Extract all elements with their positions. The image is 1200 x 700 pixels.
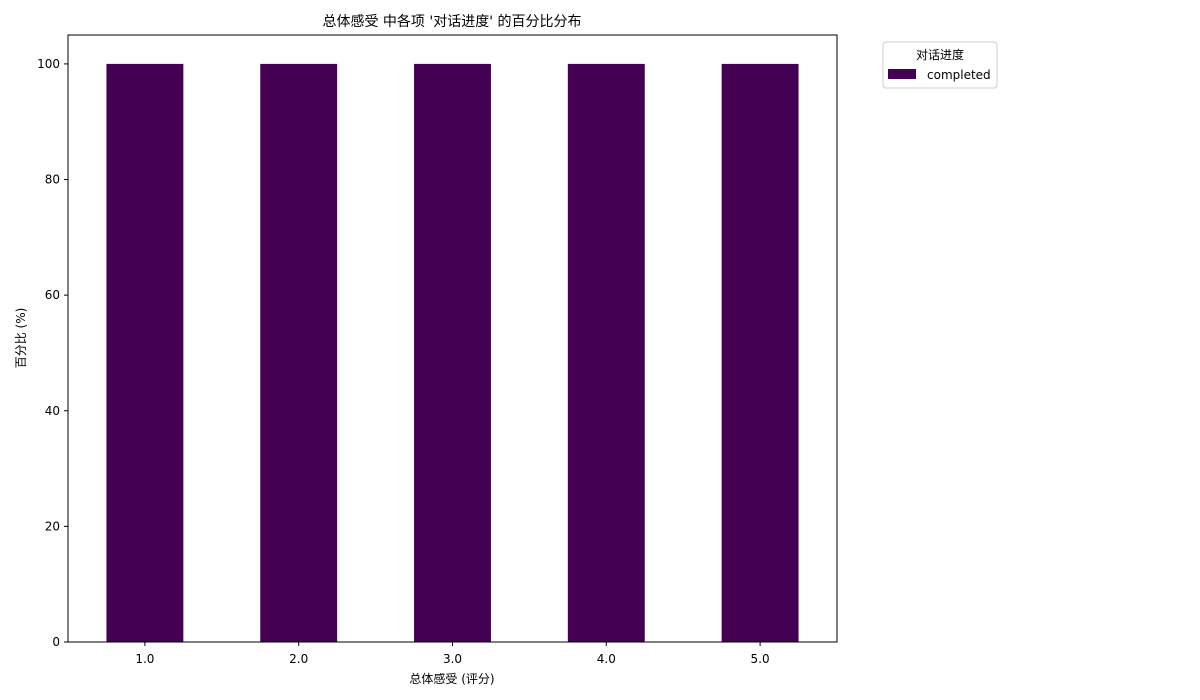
legend-items: completed	[888, 68, 991, 82]
y-tick-label: 100	[37, 57, 60, 71]
x-axis-ticks: 1.0 2.0 3.0 4.0 5.0	[135, 642, 770, 666]
y-tick-label: 80	[45, 173, 60, 187]
x-tick-label: 2.0	[289, 652, 308, 666]
y-tick-label: 60	[45, 288, 60, 302]
plot-area-frame	[67, 34, 838, 643]
y-axis-label: 百分比 (%)	[14, 308, 28, 369]
bar-completed-1.0	[106, 63, 184, 642]
bar-completed-5.0	[721, 63, 799, 642]
x-tick-label: 1.0	[135, 652, 154, 666]
bars-group	[106, 63, 799, 642]
x-tick-label: 5.0	[751, 652, 770, 666]
bar-completed-4.0	[567, 63, 645, 642]
legend-label: completed	[927, 68, 991, 82]
y-axis-ticks: 0 20 40 60 80 100	[37, 57, 68, 649]
x-tick-label: 4.0	[597, 652, 616, 666]
y-tick-label: 40	[45, 404, 60, 418]
legend: 对话进度 completed	[882, 41, 998, 89]
bar-completed-2.0	[260, 63, 338, 642]
x-tick-label: 3.0	[443, 652, 462, 666]
bar-completed-3.0	[414, 63, 491, 642]
y-tick-label: 20	[45, 519, 60, 533]
legend-swatch	[888, 69, 916, 79]
y-tick-label: 0	[52, 635, 60, 649]
x-axis-label: 总体感受 (评分)	[409, 671, 494, 686]
chart-title: 总体感受 中各项 '对话进度' 的百分比分布	[322, 13, 581, 30]
legend-title: 对话进度	[916, 47, 964, 62]
